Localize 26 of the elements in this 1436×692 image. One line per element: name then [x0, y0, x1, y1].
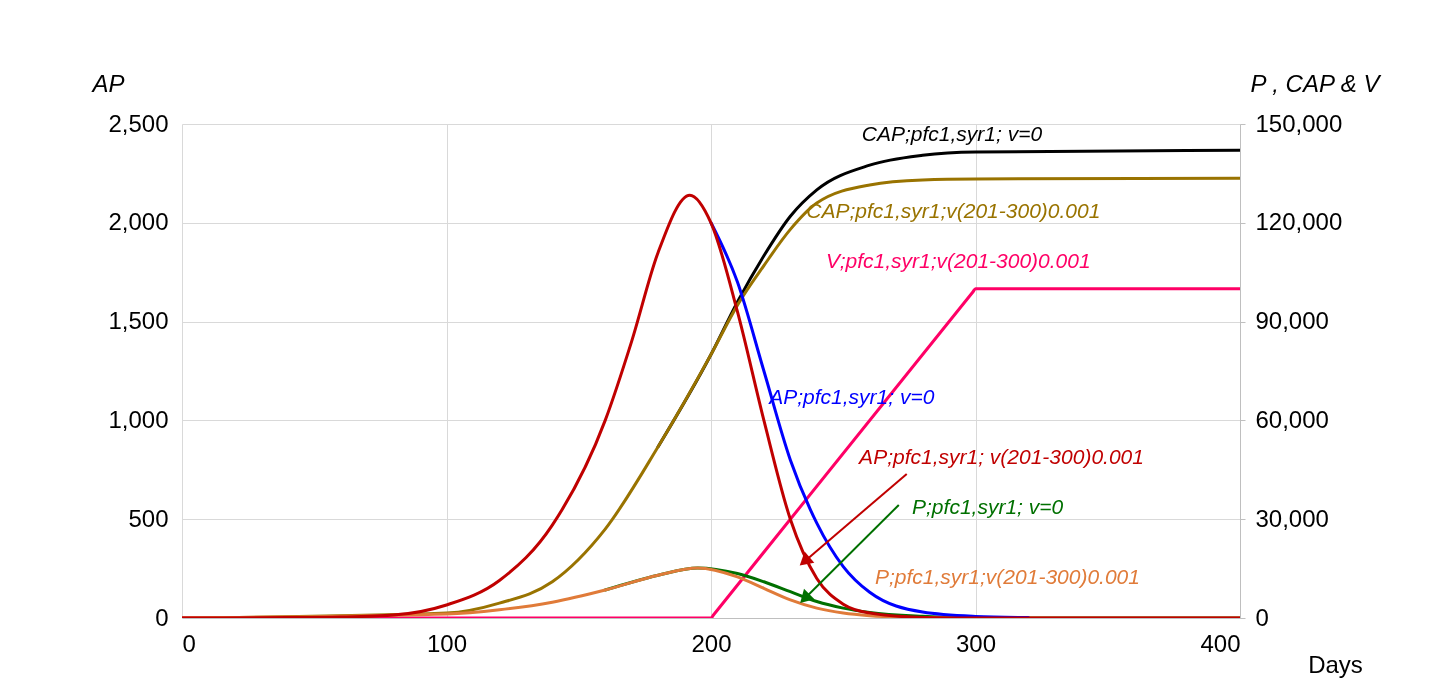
- y-tick-label: 1,500: [108, 307, 169, 335]
- x-tick-label: 0: [182, 629, 196, 657]
- y-axis-title: AP: [90, 69, 125, 97]
- y2-tick-label: 150,000: [1255, 109, 1343, 137]
- y-tick-label: 500: [128, 504, 169, 532]
- text: AP;pfc1,syr1; v(201-300)0.001: [857, 444, 1144, 468]
- x-tick-label: 100: [426, 629, 468, 657]
- y2-axis-title: P , CAP & V: [1250, 69, 1382, 97]
- x-tick-label: 200: [691, 629, 732, 657]
- y-tick-label: 1,000: [108, 405, 169, 433]
- series-label: CAP;pfc1,syr1; v=0: [861, 122, 1043, 146]
- y-tick-label: 2,500: [108, 109, 169, 137]
- y2-tick-label: 60,000: [1255, 405, 1329, 433]
- y2-tick-label: 0: [1255, 603, 1269, 631]
- x-axis-title: Days: [1308, 650, 1363, 678]
- series-label: V;pfc1,syr1;v(201-300)0.001: [826, 248, 1091, 272]
- y2-tick-label: 30,000: [1255, 504, 1329, 532]
- y-tick-label: 2,000: [108, 208, 169, 236]
- series-label: P;pfc1,syr1;v(201-300)0.001: [874, 565, 1140, 589]
- y2-tick-label: 120,000: [1255, 208, 1343, 236]
- text: P;pfc1,syr1; v=0: [912, 494, 1064, 518]
- x-tick-label: 300: [955, 629, 997, 657]
- series-label: CAP;pfc1,syr1;v(201-300)0.001: [806, 198, 1101, 222]
- x-tick-label: 400: [1200, 629, 1241, 657]
- y2-tick-label: 90,000: [1255, 307, 1329, 335]
- y-tick-label: 0: [155, 603, 169, 631]
